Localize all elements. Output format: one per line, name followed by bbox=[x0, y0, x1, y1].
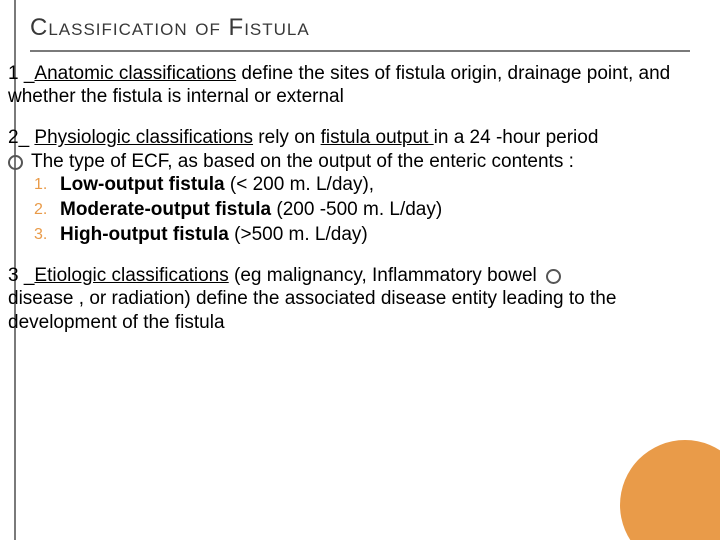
item-detail: (< 200 m. L/day), bbox=[230, 174, 374, 195]
list-text: Low-output fistula (< 200 m. L/day), bbox=[60, 173, 374, 196]
text: (eg malignancy, Inflammatory bowel bbox=[229, 265, 542, 286]
text: disease , or radiation) define the assoc… bbox=[8, 288, 616, 332]
numbered-list: 1. Low-output fistula (< 200 m. L/day), … bbox=[34, 173, 712, 247]
text: 1 _ bbox=[8, 63, 34, 84]
list-number: 2. bbox=[34, 198, 60, 220]
item-name: Moderate-output fistula bbox=[60, 199, 276, 220]
item-detail: (>500 m. L/day) bbox=[234, 224, 368, 245]
bullet-line: The type of ECF, as based on the output … bbox=[8, 150, 712, 173]
term-fistula-output: fistula output bbox=[321, 127, 434, 148]
list-item: 3. High-output fistula (>500 m. L/day) bbox=[34, 223, 712, 246]
term-anatomic: Anatomic classifications bbox=[34, 63, 236, 84]
bullet-icon bbox=[546, 269, 561, 284]
text: in a 24 -hour period bbox=[434, 127, 599, 148]
term-etiologic: Etiologic classifications bbox=[34, 265, 228, 286]
section-etiologic: 3 _Etiologic classifications (eg maligna… bbox=[8, 264, 712, 334]
text: 3 _ bbox=[8, 265, 34, 286]
slide-title: Classification of Fistula bbox=[30, 14, 690, 52]
corner-circle-decor bbox=[620, 440, 720, 540]
text: 2_ bbox=[8, 127, 34, 148]
item-name: Low-output fistula bbox=[60, 174, 230, 195]
text: rely on bbox=[253, 127, 321, 148]
section-anatomic: 1 _Anatomic classifications define the s… bbox=[8, 62, 712, 108]
list-number: 1. bbox=[34, 173, 60, 195]
item-detail: (200 -500 m. L/day) bbox=[276, 199, 442, 220]
list-text: Moderate-output fistula (200 -500 m. L/d… bbox=[60, 198, 442, 221]
list-item: 2. Moderate-output fistula (200 -500 m. … bbox=[34, 198, 712, 221]
slide-body: 1 _Anatomic classifications define the s… bbox=[8, 62, 712, 352]
section-physiologic: 2_ Physiologic classifications rely on f… bbox=[8, 126, 712, 246]
list-item: 1. Low-output fistula (< 200 m. L/day), bbox=[34, 173, 712, 196]
item-name: High-output fistula bbox=[60, 224, 234, 245]
list-text: High-output fistula (>500 m. L/day) bbox=[60, 223, 368, 246]
term-physiologic: Physiologic classifications bbox=[34, 127, 253, 148]
slide: Classification of Fistula 1 _Anatomic cl… bbox=[0, 0, 720, 540]
list-number: 3. bbox=[34, 223, 60, 245]
bullet-icon bbox=[8, 155, 23, 170]
physiologic-line: 2_ Physiologic classifications rely on f… bbox=[8, 126, 712, 149]
bullet-text: The type of ECF, as based on the output … bbox=[31, 150, 574, 173]
